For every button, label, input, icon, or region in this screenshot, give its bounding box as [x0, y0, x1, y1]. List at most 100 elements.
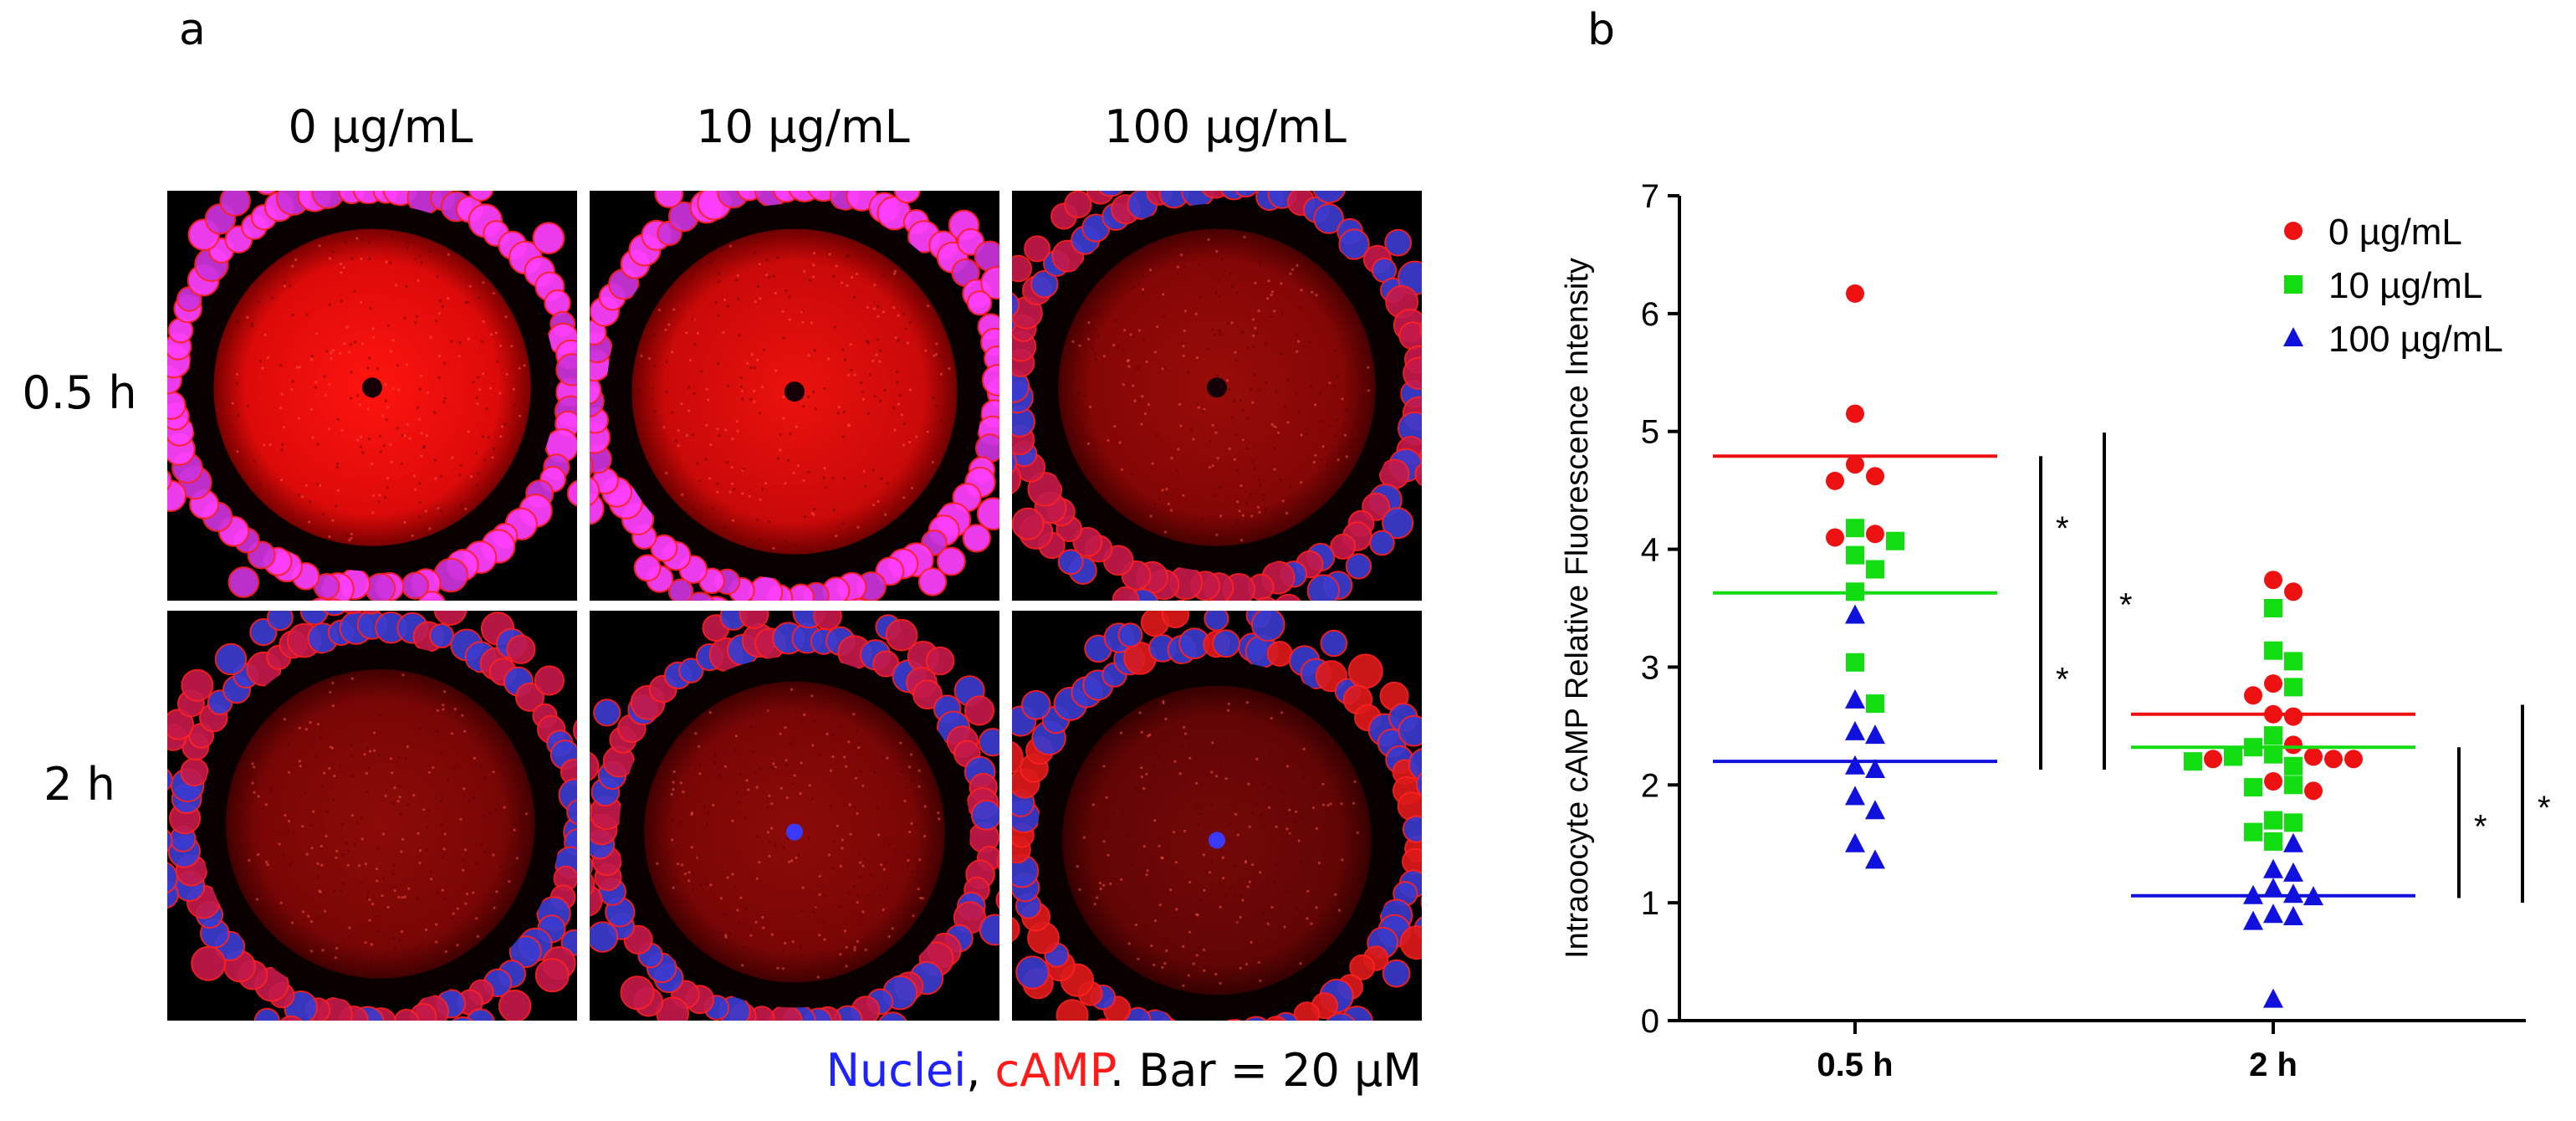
- caption-separator: ,: [966, 1044, 995, 1097]
- data-point-2: [1865, 758, 1885, 778]
- data-point-1: [1846, 653, 1864, 672]
- caption-scale-bar: . Bar = 20 µM: [1109, 1044, 1422, 1097]
- significance-label: *: [2474, 808, 2487, 845]
- column-label-0: 0 µg/mL: [288, 100, 473, 153]
- data-point-1: [2224, 747, 2242, 766]
- legend-marker: [2284, 275, 2303, 294]
- data-point-2: [1865, 849, 1885, 869]
- x-tick-label: 0.5 h: [1817, 1047, 1893, 1083]
- y-tick-label: 7: [1641, 178, 1659, 215]
- significance-label: *: [2119, 587, 2133, 624]
- caption-nuclei: Nuclei: [825, 1044, 967, 1097]
- data-point-2: [1865, 724, 1885, 745]
- significance-label: *: [2056, 510, 2069, 547]
- column-label-10: 10 µg/mL: [696, 100, 910, 153]
- data-point-1: [2284, 678, 2303, 697]
- data-point-2: [2263, 878, 2283, 898]
- data-point-1: [2284, 813, 2303, 832]
- data-point-0: [1866, 467, 1884, 486]
- data-point-2: [2263, 858, 2283, 878]
- y-tick-label: 0: [1641, 1003, 1659, 1040]
- data-point-0: [2204, 750, 2222, 769]
- data-point-1: [2184, 752, 2202, 771]
- data-point-2: [2283, 883, 2303, 903]
- micrograph-0-5h-100ug: [1012, 191, 1422, 601]
- legend-marker: [2284, 222, 2303, 240]
- data-point-2: [1845, 755, 1865, 775]
- data-point-1: [2264, 599, 2282, 617]
- scatter-plot: 0 1 2 3 4 5 6 7 0.5 h 2 h Intraoocyte cAMP Relativ…: [1560, 178, 2551, 1083]
- micrograph-2h-100ug: [1012, 611, 1422, 1021]
- y-axis-label: Intraoocyte cAMP Relative Fluorescence I…: [1560, 258, 1595, 959]
- row-label-2h: 2 h: [43, 758, 115, 811]
- micrograph-2h-10ug: [590, 611, 999, 1021]
- data-point-0: [2304, 747, 2323, 766]
- data-point-1: [2264, 832, 2282, 851]
- data-point-2: [1845, 720, 1865, 740]
- significance-label: *: [2538, 790, 2551, 827]
- data-point-1: [1886, 531, 1904, 550]
- y-tick-label: 5: [1641, 414, 1659, 451]
- data-point-1: [2264, 641, 2282, 660]
- y-tick-label: 2: [1641, 767, 1659, 804]
- data-point-1: [2264, 726, 2282, 745]
- data-point-2: [1865, 800, 1885, 820]
- legend-label: 10 µg/mL: [2328, 265, 2482, 306]
- y-tick-label: 3: [1641, 649, 1659, 686]
- data-point-0: [1826, 528, 1844, 547]
- row-label-0-5h: 0.5 h: [22, 366, 137, 419]
- data-point-2: [1845, 604, 1865, 624]
- data-point-1: [1846, 519, 1864, 538]
- data-point-2: [2283, 832, 2303, 852]
- data-point-1: [2264, 811, 2282, 830]
- panel-a-letter: a: [179, 5, 206, 55]
- data-point-0: [2304, 781, 2323, 801]
- y-tick-label: 4: [1641, 532, 1659, 569]
- data-point-1: [2284, 756, 2303, 775]
- data-point-1: [1866, 694, 1884, 714]
- data-point-1: [1866, 560, 1884, 579]
- data-point-0: [2344, 750, 2363, 769]
- column-label-100: 100 µg/mL: [1104, 100, 1347, 153]
- micrograph-2h-0ug: [167, 611, 577, 1021]
- data-point-2: [2283, 906, 2303, 926]
- data-point-0: [2264, 571, 2282, 590]
- data-point-2: [1845, 832, 1865, 852]
- data-point-2: [2243, 910, 2263, 930]
- stain-caption: Nuclei, cAMP. Bar = 20 µM: [585, 1044, 1422, 1097]
- data-point-0: [2264, 674, 2282, 694]
- data-point-1: [2244, 822, 2262, 842]
- data-point-2: [1845, 786, 1865, 806]
- data-point-0: [2264, 772, 2282, 791]
- x-tick-label: 2 h: [2249, 1047, 2297, 1083]
- caption-camp: cAMP: [994, 1044, 1110, 1097]
- legend-label: 0 µg/mL: [2328, 212, 2462, 253]
- legend-label: 100 µg/mL: [2328, 319, 2503, 360]
- data-point-0: [2284, 582, 2303, 601]
- panel-b-letter: b: [1587, 5, 1616, 55]
- data-point-0: [1846, 455, 1864, 474]
- legend-marker: [2283, 327, 2303, 346]
- significance-label: *: [2056, 661, 2069, 698]
- data-point-2: [2263, 903, 2283, 924]
- micrograph-0-5h-10ug: [590, 191, 999, 601]
- y-tick-label: 6: [1641, 296, 1659, 333]
- data-point-0: [1866, 525, 1884, 544]
- data-point-0: [1846, 284, 1864, 303]
- data-point-0: [2284, 735, 2303, 755]
- data-point-0: [2284, 707, 2303, 726]
- data-point-0: [1826, 471, 1844, 490]
- data-point-1: [1846, 545, 1864, 565]
- data-point-0: [2324, 750, 2343, 769]
- data-point-1: [2244, 778, 2262, 797]
- data-point-1: [2264, 745, 2282, 764]
- data-point-2: [2283, 862, 2303, 882]
- data-point-0: [1846, 404, 1864, 423]
- micrograph-0-5h-0ug: [167, 191, 577, 601]
- data-point-0: [2244, 686, 2262, 705]
- data-point-1: [2284, 652, 2303, 671]
- data-point-2: [1845, 688, 1865, 709]
- data-point-2: [2263, 988, 2283, 1008]
- y-tick-label: 1: [1641, 885, 1659, 922]
- data-point-1: [2284, 775, 2303, 795]
